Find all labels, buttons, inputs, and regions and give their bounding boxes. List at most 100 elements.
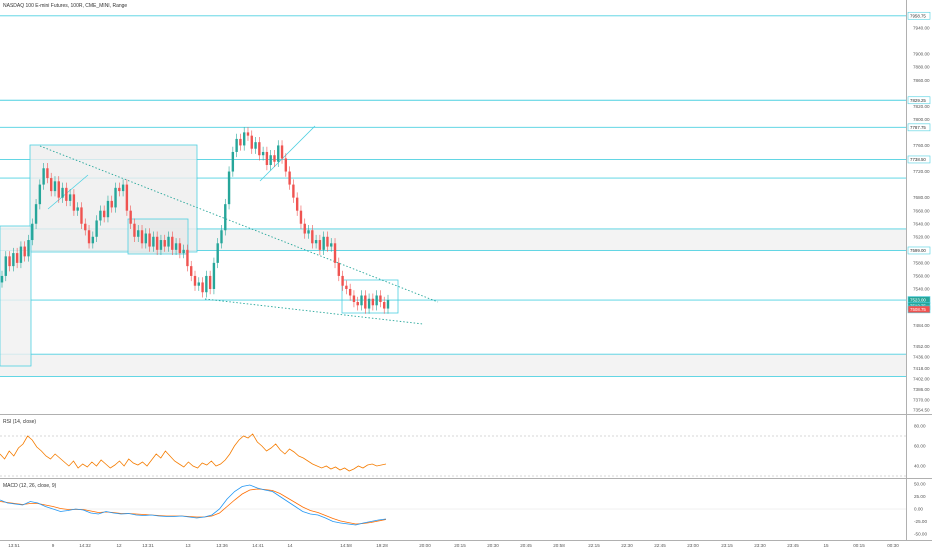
price-tag-box	[907, 246, 931, 255]
candle	[68, 189, 72, 207]
trendline-down[interactable]	[39, 145, 439, 303]
candle-body	[186, 249, 189, 267]
trendline-up-2[interactable]	[259, 125, 316, 182]
candle	[72, 189, 76, 216]
candle-body	[261, 151, 265, 156]
candle-body	[352, 295, 356, 303]
candle-body	[345, 285, 348, 289]
candle-body	[174, 243, 178, 250]
price-tick-label: 7354.50	[913, 408, 930, 413]
candle-body	[364, 295, 367, 309]
candle-body	[84, 223, 87, 231]
trendline-lower[interactable]	[204, 298, 424, 325]
candle	[53, 176, 57, 197]
candle-body	[61, 187, 64, 198]
candle-body	[383, 302, 386, 309]
candle	[360, 290, 363, 311]
candle	[326, 231, 329, 252]
candle	[163, 234, 166, 252]
support-resistance-lines[interactable]	[0, 15, 906, 377]
candle-body	[182, 249, 185, 254]
candle-body	[4, 256, 7, 276]
price-tick-label: 7386.00	[913, 387, 930, 392]
price-tick-label: 7370.00	[913, 397, 930, 402]
candle-body	[53, 181, 57, 192]
drawn-range-box-4[interactable]	[341, 279, 399, 314]
price-tick-label: 7800.00	[913, 117, 930, 122]
candle-body	[288, 171, 291, 185]
trendline-up-1[interactable]	[47, 174, 89, 210]
price-tick-label: 7418.00	[913, 366, 930, 371]
candle	[201, 277, 204, 298]
candle-body	[220, 230, 223, 244]
time-tick-label: 9	[52, 543, 55, 548]
candle	[330, 238, 333, 252]
candle	[379, 290, 382, 308]
candle	[148, 228, 151, 252]
candle-body	[99, 210, 102, 221]
candle	[284, 153, 288, 177]
candle	[386, 294, 390, 314]
candle-body	[8, 256, 11, 267]
candle-body	[114, 187, 117, 208]
candle	[322, 231, 325, 256]
candle-body	[197, 282, 200, 286]
candle-body	[163, 240, 166, 247]
price-tag: 7829.25	[907, 96, 931, 105]
price-tag-label: 7738.50	[910, 157, 926, 162]
price-tick-label: 7560.00	[913, 274, 930, 279]
candle	[341, 270, 344, 291]
candle	[84, 218, 87, 236]
candle	[318, 234, 322, 256]
price-tick-label: 7640.00	[913, 221, 930, 226]
candle-body	[311, 230, 314, 244]
candle-body	[386, 300, 390, 309]
candle-body	[133, 223, 136, 237]
candle	[42, 163, 45, 190]
candle-body	[314, 240, 318, 244]
candle-body	[224, 204, 227, 231]
candle	[239, 133, 242, 151]
candle-body	[292, 184, 295, 198]
candle-body	[367, 298, 371, 309]
candle-body	[159, 240, 163, 250]
chart-title: NASDAQ 100 E-mini Futures, 100R, CME_MIN…	[3, 3, 127, 9]
candle-body	[280, 145, 284, 159]
candle-body	[129, 210, 132, 224]
candle-body	[167, 236, 170, 247]
candle	[49, 172, 53, 197]
candle	[345, 280, 348, 295]
price-axis[interactable]: 7940.00 7900.00 7880.00 7860.00 7820.00 7800.…	[907, 11, 931, 413]
price-tick-label: 7484.00	[913, 323, 930, 328]
time-axis[interactable]: 13:51 9 14:32 12 13:31 13 13:36 14:41 14 14:58 19:…	[8, 543, 899, 548]
candle	[46, 163, 49, 184]
candle	[364, 290, 367, 314]
drawn-range-box-3[interactable]	[0, 225, 32, 367]
price-tag: 7508.75	[907, 305, 931, 314]
candle	[337, 257, 341, 282]
candle	[129, 205, 132, 229]
price-tag-label: 7829.25	[910, 98, 926, 103]
candle-body	[250, 135, 253, 149]
candle	[178, 238, 182, 259]
candle	[102, 205, 106, 223]
price-tick-label: 7900.00	[913, 52, 930, 57]
candle	[277, 140, 280, 167]
time-tick-label: 14	[287, 543, 293, 548]
candle	[118, 182, 121, 197]
time-tick-label: 20:58	[553, 543, 565, 548]
candle	[216, 238, 219, 269]
candle-body	[171, 236, 174, 250]
candle-body	[87, 230, 91, 244]
candles-layer	[0, 127, 390, 314]
candle	[303, 218, 306, 239]
candle	[91, 231, 95, 249]
candle	[4, 251, 7, 282]
candle	[220, 225, 223, 249]
candle-body	[348, 288, 352, 296]
candle-body	[95, 220, 98, 237]
macd-tick-label: 0.00	[914, 507, 923, 512]
price-tick-label: 7452.00	[913, 344, 930, 349]
price-tag: 7599.00	[907, 246, 931, 255]
